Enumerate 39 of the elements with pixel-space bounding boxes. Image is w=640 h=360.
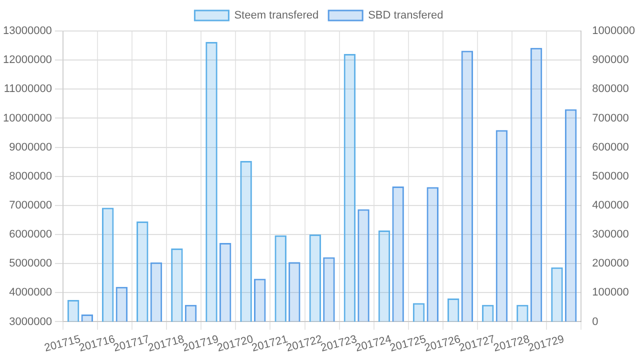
y2-tick-label: 100000: [592, 286, 629, 299]
y-tick-label: 11000000: [4, 83, 52, 96]
legend-label: Steem transfered: [234, 10, 319, 22]
y-tick-label: 6000000: [9, 228, 52, 241]
y2-tick-label: 800000: [592, 83, 629, 96]
bar: [530, 48, 542, 322]
bar: [116, 286, 128, 322]
x-tick-label: 201722: [285, 333, 324, 354]
bar: [288, 262, 300, 322]
y-tick-label: 10000000: [2, 112, 52, 124]
bar: [426, 187, 438, 322]
y2-tick-label: 200000: [592, 258, 629, 270]
y-tick-label: 3000000: [9, 316, 52, 328]
y-tick-label: 4000000: [9, 286, 52, 299]
y2-tick-label: 700000: [592, 112, 629, 124]
y-tick-label: 7000000: [9, 199, 52, 212]
bar: [461, 50, 474, 322]
y2-tick-label: 1000000: [592, 25, 636, 38]
y2-tick-label: 600000: [592, 141, 629, 154]
y-tick-label: 8000000: [9, 170, 52, 182]
legend-label: SBD transfered: [368, 10, 444, 22]
bar: [564, 109, 577, 322]
y-tick-label: 13000000: [2, 25, 52, 38]
y2-tick-label: 300000: [592, 228, 629, 241]
bar: [150, 262, 162, 322]
bar: [496, 130, 508, 322]
bar: [358, 209, 370, 322]
y2-tick-label: 400000: [592, 199, 629, 212]
x-tick-label: 201718: [146, 333, 186, 354]
bar: [392, 186, 404, 322]
bar: [323, 257, 335, 322]
y-tick-label: 5000000: [9, 258, 52, 270]
y2-tick-label: 0: [592, 316, 598, 328]
y-tick-label: 9000000: [9, 141, 52, 154]
y2-tick-label: 900000: [592, 54, 629, 66]
bar: [219, 242, 232, 322]
y-tick-label: 12000000: [2, 54, 52, 66]
bar: [254, 278, 266, 322]
y2-tick-label: 500000: [592, 170, 629, 182]
